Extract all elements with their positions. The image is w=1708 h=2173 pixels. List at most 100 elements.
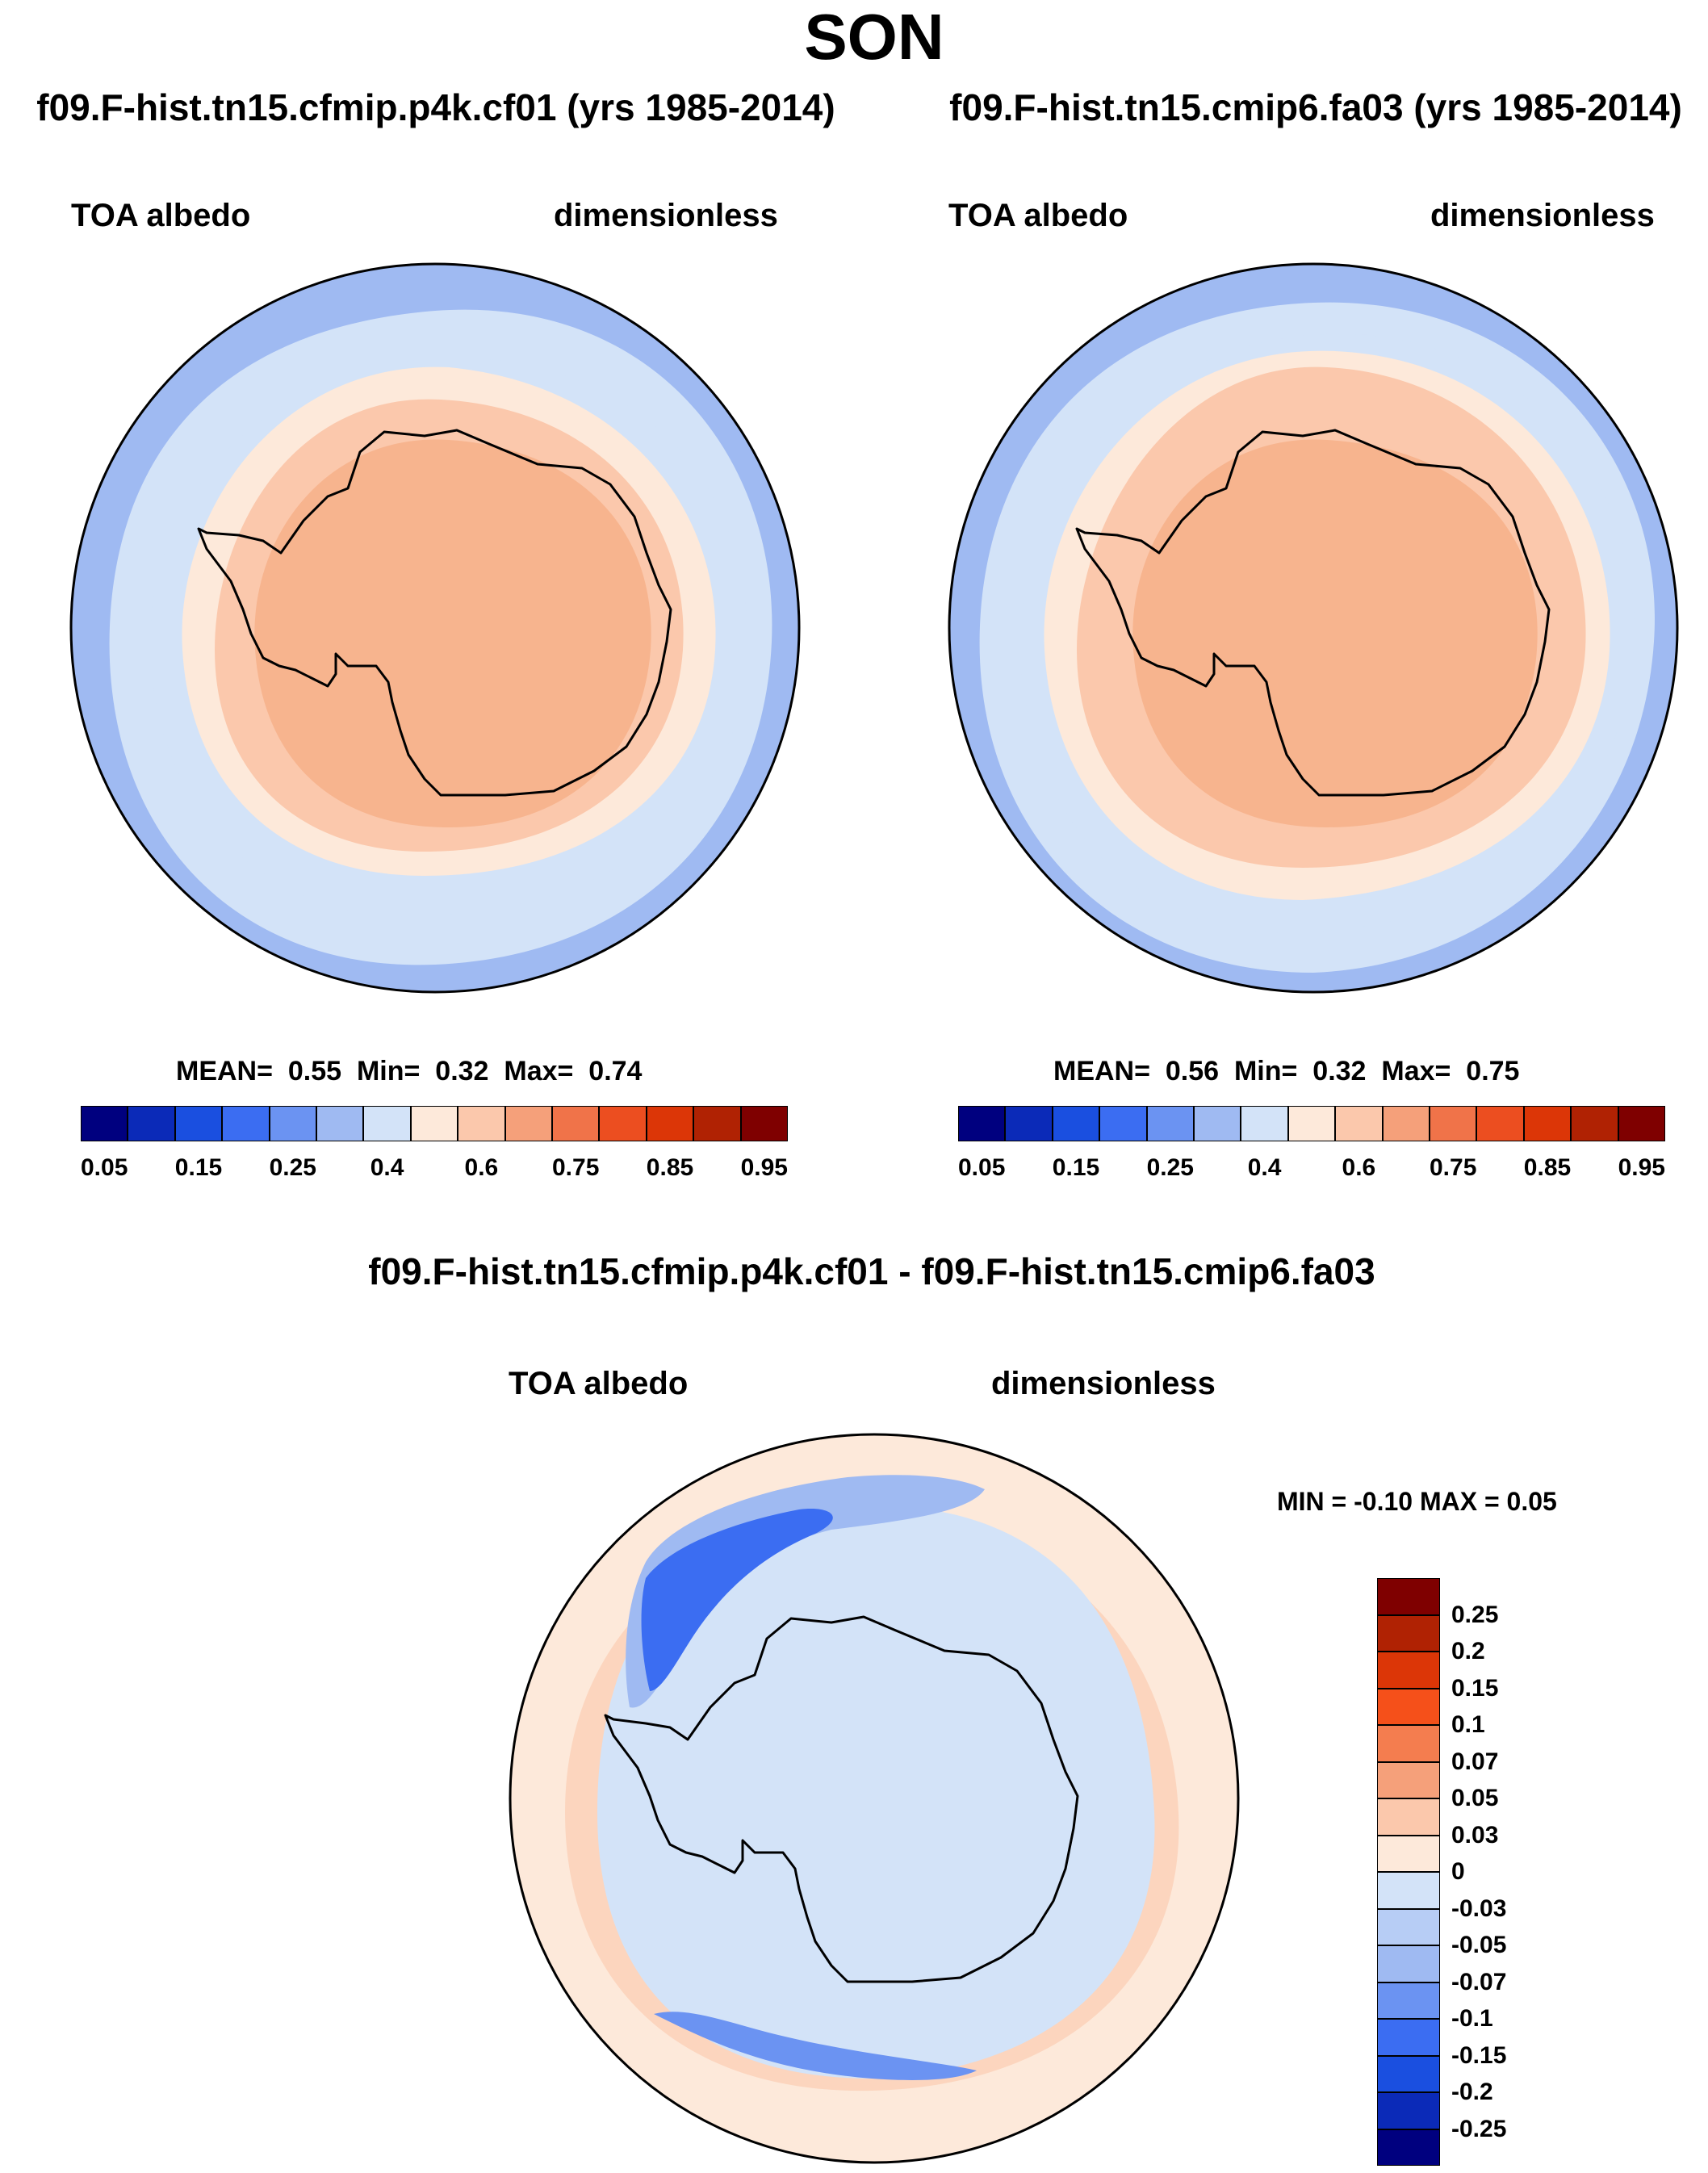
colorbar-tick-label: -0.05 xyxy=(1451,1932,1507,1958)
right-map xyxy=(948,262,1679,994)
colorbar-box xyxy=(1377,1945,1440,1982)
colorbar-box xyxy=(128,1106,175,1141)
left-variable-label: TOA albedo xyxy=(71,198,251,233)
colorbar-box xyxy=(222,1106,270,1141)
left-colorbar xyxy=(81,1106,788,1141)
colorbar-box xyxy=(316,1106,364,1141)
colorbar-tick-label: -0.1 xyxy=(1451,2005,1493,2032)
colorbar-box xyxy=(1377,1982,1440,2019)
colorbar-box xyxy=(1377,1614,1440,1652)
colorbar-box xyxy=(1377,2055,1440,2092)
diff-patch-south xyxy=(654,2012,977,2080)
diff-interior-light xyxy=(597,1505,1155,2079)
colorbar-box xyxy=(1430,1106,1477,1141)
colorbar-tick-label: 0.07 xyxy=(1451,1748,1499,1775)
colorbar-box xyxy=(1005,1106,1053,1141)
colorbar-box xyxy=(1377,1835,1440,1872)
colorbar-box xyxy=(363,1106,411,1141)
colorbar-tick-label: 0.25 xyxy=(1146,1154,1194,1181)
colorbar-tick-label: 0.25 xyxy=(269,1154,316,1181)
colorbar-tick-label: 0.95 xyxy=(740,1154,788,1181)
right-interior xyxy=(1132,439,1538,827)
colorbar-tick-label: 0.6 xyxy=(1342,1154,1376,1181)
left-panel-title: f09.F-hist.tn15.cfmip.p4k.cf01 (yrs 1985… xyxy=(36,86,835,128)
right-units-label: dimensionless xyxy=(1430,198,1655,233)
colorbar-tick-label: 0.15 xyxy=(174,1154,223,1181)
colorbar-box xyxy=(504,1106,552,1141)
colorbar-tick-label: -0.03 xyxy=(1451,1895,1507,1922)
colorbar-box xyxy=(1335,1106,1383,1141)
colorbar-box xyxy=(1194,1106,1241,1141)
colorbar-box xyxy=(740,1106,788,1141)
colorbar-box xyxy=(693,1106,741,1141)
colorbar-tick-label: 0.6 xyxy=(464,1154,499,1181)
colorbar-tick-label: -0.07 xyxy=(1451,1968,1507,1995)
colorbar-tick-label: -0.25 xyxy=(1451,2115,1507,2142)
difference-units-label: dimensionless xyxy=(991,1366,1216,1401)
left-map xyxy=(69,262,801,994)
colorbar-tick-label: 0.05 xyxy=(80,1154,128,1181)
colorbar-tick-label: 0.4 xyxy=(1247,1154,1282,1181)
colorbar-tick-label: 0.95 xyxy=(1618,1154,1665,1181)
right-panel-title: f09.F-hist.tn15.cmip6.fa03 (yrs 1985-201… xyxy=(949,86,1682,128)
difference-stats: MIN = -0.10 MAX = 0.05 xyxy=(1277,1487,1557,1516)
colorbar-tick-label: 0.05 xyxy=(957,1154,1006,1181)
difference-coastline xyxy=(604,1615,1079,1983)
left-units-label: dimensionless xyxy=(554,198,778,233)
colorbar-box xyxy=(1099,1106,1147,1141)
colorbar-box xyxy=(1523,1106,1572,1141)
right-coastline xyxy=(1075,429,1551,797)
colorbar-box xyxy=(1618,1106,1665,1141)
colorbar-tick-label: 0.15 xyxy=(1451,1674,1499,1702)
colorbar-box xyxy=(458,1106,505,1141)
difference-map-outline xyxy=(509,1433,1240,2164)
colorbar-tick-label: 0.75 xyxy=(1429,1154,1477,1181)
colorbar-box xyxy=(1382,1106,1430,1141)
colorbar-tick-label: 0.03 xyxy=(1451,1821,1499,1849)
colorbar-box xyxy=(1377,1761,1440,1798)
colorbar-box xyxy=(1052,1106,1100,1141)
colorbar-tick-label: 0.05 xyxy=(1451,1785,1499,1811)
colorbar-tick-label: 0.2 xyxy=(1451,1638,1485,1664)
colorbar-box xyxy=(1287,1106,1336,1141)
colorbar-box xyxy=(269,1106,316,1141)
colorbar-box xyxy=(1377,1688,1440,1725)
right-stats: MEAN= 0.56 Min= 0.32 Max= 0.75 xyxy=(1053,1056,1520,1086)
colorbar-box xyxy=(410,1106,458,1141)
diff-patch-strong xyxy=(641,1509,833,1691)
colorbar-box xyxy=(958,1106,1006,1141)
colorbar-tick-label: 0.15 xyxy=(1052,1154,1100,1181)
colorbar-tick-label: 0.85 xyxy=(646,1154,694,1181)
colorbar-tick-label: 0 xyxy=(1451,1858,1465,1885)
colorbar-box xyxy=(1476,1106,1524,1141)
colorbar-box xyxy=(1377,1908,1440,1945)
left-interior xyxy=(254,439,651,827)
colorbar-tick-label: 0.1 xyxy=(1451,1711,1485,1738)
difference-map xyxy=(509,1433,1240,2164)
figure-title: SON xyxy=(804,1,944,73)
right-colorbar xyxy=(958,1106,1665,1141)
colorbar-box xyxy=(1377,1872,1440,1909)
colorbar-box xyxy=(1241,1106,1288,1141)
colorbar-box xyxy=(1377,2129,1440,2166)
colorbar-tick-label: 0.4 xyxy=(370,1154,404,1181)
right-map-outline xyxy=(948,262,1679,994)
colorbar-tick-label: 0.75 xyxy=(551,1154,600,1181)
colorbar-tick-label: 0.25 xyxy=(1451,1601,1499,1628)
colorbar-box xyxy=(552,1106,600,1141)
colorbar-box xyxy=(1146,1106,1194,1141)
colorbar-tick-label: 0.85 xyxy=(1523,1154,1572,1181)
colorbar-tick-label: -0.2 xyxy=(1451,2079,1493,2105)
colorbar-box xyxy=(1377,1652,1440,1689)
colorbar-box xyxy=(599,1106,647,1141)
colorbar-box xyxy=(1377,2092,1440,2129)
colorbar-box xyxy=(174,1106,223,1141)
colorbar-box xyxy=(1377,1725,1440,1762)
left-coastline xyxy=(197,429,672,797)
colorbar-box xyxy=(646,1106,694,1141)
left-map-outline xyxy=(69,262,801,994)
colorbar-box xyxy=(81,1106,128,1141)
difference-title: f09.F-hist.tn15.cfmip.p4k.cf01 - f09.F-h… xyxy=(368,1250,1375,1292)
colorbar-tick-label: -0.15 xyxy=(1451,2041,1507,2069)
colorbar-box xyxy=(1377,1578,1440,1615)
